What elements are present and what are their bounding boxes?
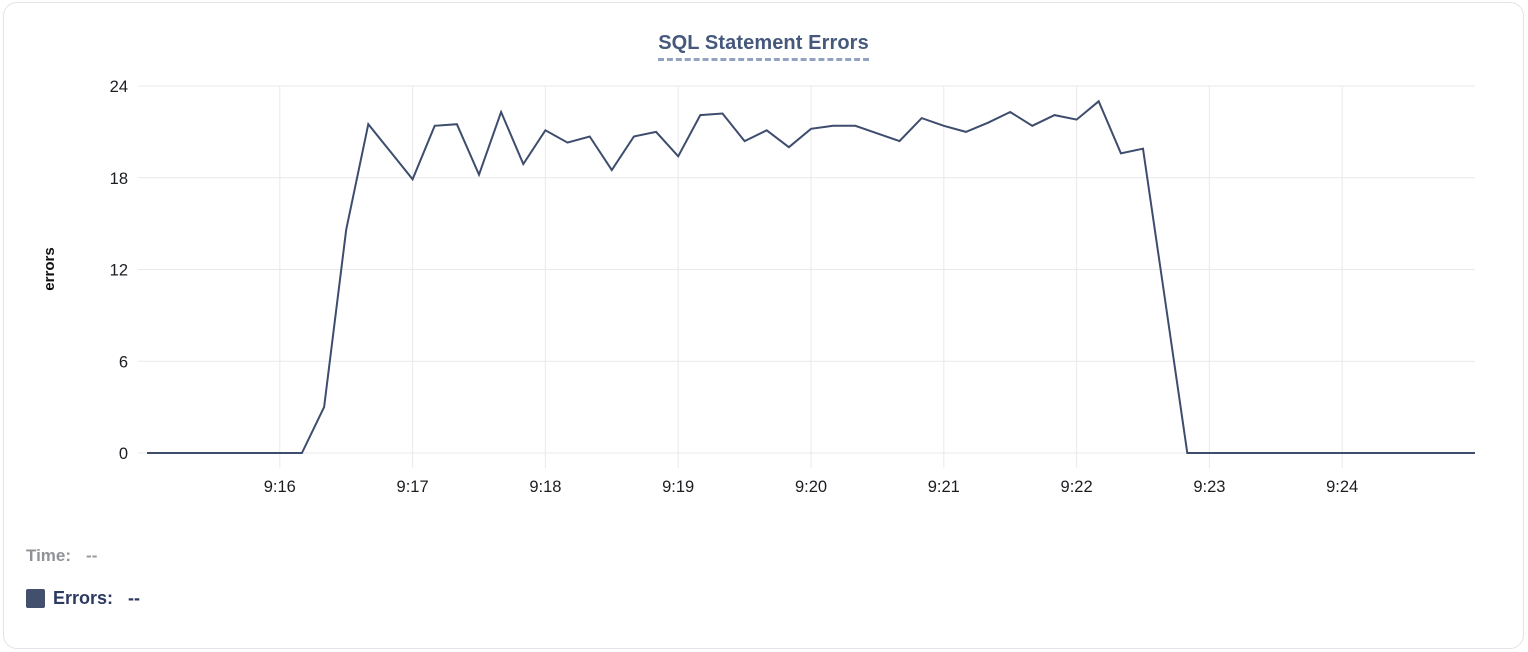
chart-card: SQL Statement Errors 0 6 12 18 24 9:16 9:17 9:1… — [3, 2, 1524, 649]
x-tick-label: 9:21 — [928, 478, 960, 496]
x-tick-label: 9:19 — [662, 478, 694, 496]
y-axis-title: errors — [41, 247, 58, 290]
x-tick-label: 9:20 — [795, 478, 827, 496]
errors-series-swatch — [26, 589, 45, 608]
x-tick-label: 9:22 — [1061, 478, 1093, 496]
x-tick-label: 9:17 — [397, 478, 429, 496]
line-chart[interactable]: 0 6 12 18 24 9:16 9:17 9:18 9:19 9:20 9:21 9:22 9:23… — [4, 3, 1524, 523]
x-tick-label: 9:18 — [529, 478, 561, 496]
y-tick-label: 0 — [119, 445, 128, 463]
x-tick-label: 9:23 — [1193, 478, 1225, 496]
x-tick-label: 9:16 — [264, 478, 296, 496]
tooltip-time-value: -- — [86, 546, 98, 565]
tooltip-errors-label: Errors: — [53, 588, 114, 608]
tooltip-time-row: Time: -- — [26, 546, 97, 566]
tooltip-time-label: Time: — [26, 546, 72, 565]
y-tick-label: 24 — [110, 78, 128, 96]
y-tick-label: 12 — [110, 262, 128, 280]
tooltip-errors-row: Errors: -- — [26, 588, 140, 609]
y-tick-label: 18 — [110, 170, 128, 188]
tooltip-errors-value: -- — [128, 588, 141, 608]
title-row: SQL Statement Errors — [4, 3, 1523, 61]
chart-title[interactable]: SQL Statement Errors — [658, 32, 869, 61]
y-tick-label: 6 — [119, 353, 128, 371]
x-tick-label: 9:24 — [1326, 478, 1358, 496]
errors-series-line — [147, 99, 1475, 454]
